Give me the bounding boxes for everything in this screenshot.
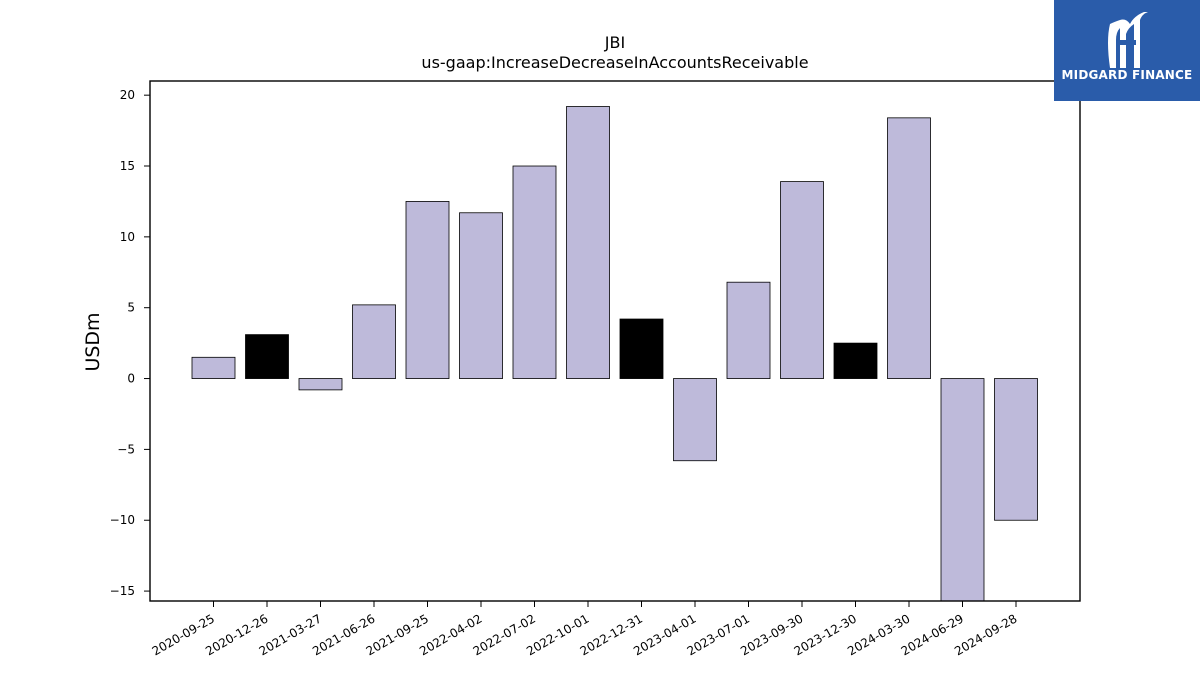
y-tick-label: −5 xyxy=(117,442,135,456)
bar-2022-07-02 xyxy=(512,165,557,379)
y-axis: −15 −10 −5 0 5 10 15 20 xyxy=(110,88,150,598)
bar-2021-06-26 xyxy=(352,304,396,379)
y-tick-label: 5 xyxy=(127,301,135,315)
bar-2023-09-30 xyxy=(780,181,824,379)
logo-text: MIDGARD FINANCE xyxy=(1061,68,1193,82)
y-tick-label: 15 xyxy=(120,159,135,173)
bar-2022-10-01 xyxy=(566,106,610,379)
bar-2024-09-28 xyxy=(994,378,1038,521)
bar-2024-06-29 xyxy=(940,378,985,602)
midgard-finance-logo: MIDGARD FINANCE xyxy=(1054,0,1200,101)
y-tick-label: 20 xyxy=(120,88,135,102)
x-axis: 2020-09-252020-12-262021-03-272021-06-26… xyxy=(150,601,1020,658)
y-axis-label: USDm xyxy=(82,312,104,371)
chart-subtitle: us-gaap:IncreaseDecreaseInAccountsReceiv… xyxy=(421,53,808,72)
bar-2022-04-02 xyxy=(459,212,503,379)
bar-2021-09-25 xyxy=(405,201,450,379)
bar-2020-12-26 xyxy=(245,334,289,379)
bar-2023-07-01 xyxy=(726,281,771,379)
bar-2020-09-25 xyxy=(191,356,236,379)
chart-title: JBI xyxy=(604,33,625,52)
y-tick-label: 10 xyxy=(120,230,135,244)
bar-2023-12-30 xyxy=(833,342,878,379)
bar-2023-04-01 xyxy=(673,378,717,462)
y-tick-label: −10 xyxy=(110,513,135,527)
bar-2024-03-30 xyxy=(887,117,931,379)
bar-2021-03-27 xyxy=(298,378,343,391)
plot-frame xyxy=(149,80,1081,602)
bars-group xyxy=(191,106,1038,602)
y-tick-label: −15 xyxy=(110,584,135,598)
bar-2022-12-31 xyxy=(619,318,664,379)
logo-mark-icon xyxy=(1108,12,1148,68)
y-tick-label: 0 xyxy=(127,372,135,386)
